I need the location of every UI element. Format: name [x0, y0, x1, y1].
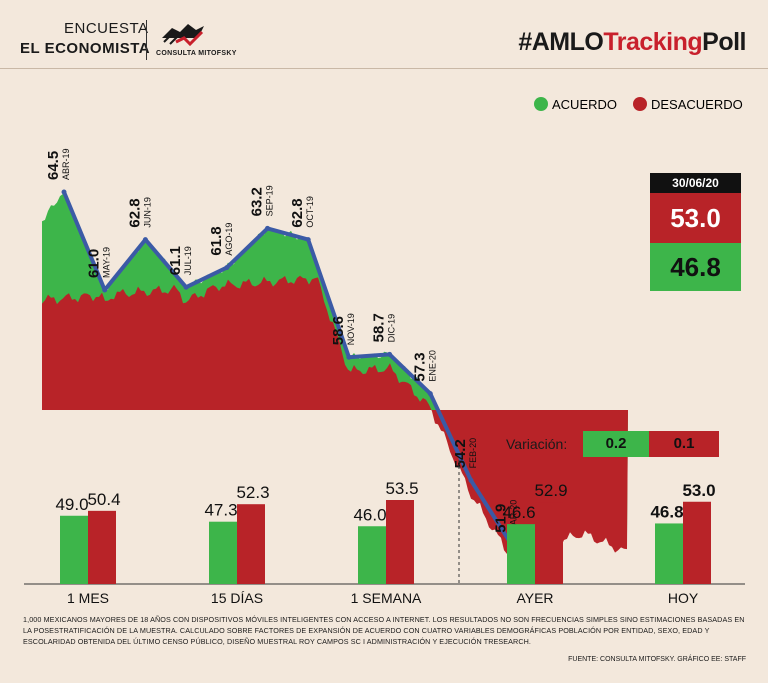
hashtag-prefix: #AMLO [518, 28, 604, 56]
bar-desacuerdo [683, 501, 711, 584]
trend-month-label: FEB-20 [468, 438, 478, 469]
source-note: Fuente: Consulta Mitofsky. Gráfico EE: S… [568, 656, 746, 663]
trend-value-label: 62.8 [126, 198, 143, 227]
bar-desacuerdo-label: 53.0 [682, 481, 715, 500]
hashtag-mid: Tracking [603, 28, 703, 56]
trend-month-label: MAR-20 [509, 500, 519, 533]
current-date: 30/06/20 [650, 173, 741, 193]
legend-desacuerdo-label: DESACUERDO [651, 97, 743, 112]
trend-month-label: MAY-19 [102, 247, 112, 278]
bar-acuerdo [209, 521, 237, 584]
trend-month-label: JUN-19 [142, 197, 152, 228]
desacuerdo-area [42, 275, 628, 560]
bar-acuerdo-label: 46.0 [353, 505, 386, 524]
trend-month-label: JUL-19 [183, 246, 193, 275]
bar-acuerdo-label: 46.8 [650, 502, 683, 521]
bar-acuerdo [60, 515, 88, 584]
mitofsky-logo-text: CONSULTA MITOFSKY [156, 50, 237, 57]
variacion-acuerdo: 0.2 [583, 431, 649, 457]
bar-desacuerdo-label: 53.5 [385, 479, 418, 498]
trend-point [468, 477, 474, 483]
bar-category-label: AYER [516, 590, 553, 606]
legend: ACUERDO DESACUERDO [534, 97, 743, 112]
trend-value-label: 61.8 [208, 226, 225, 255]
bar-category-label: 15 DÍAS [211, 590, 263, 606]
area-chart [42, 193, 628, 560]
trend-value-label: 54.2 [452, 439, 469, 468]
trend-point [265, 225, 270, 231]
bar-acuerdo-label: 49.0 [55, 495, 88, 514]
brand-el-economista: EL ECONOMISTA [20, 40, 151, 57]
bar-desacuerdo [386, 500, 414, 584]
trend-month-label: SEP-19 [265, 185, 275, 216]
bar-desacuerdo-label: 52.9 [534, 481, 567, 500]
brand-encuesta: ENCUESTA [64, 20, 149, 37]
trend-value-label: 58.7 [371, 313, 388, 342]
mitofsky-logo [162, 24, 204, 47]
legend-desacuerdo-dot [633, 97, 647, 111]
trend-point [183, 284, 189, 290]
legend-acuerdo-label: ACUERDO [552, 97, 617, 112]
acuerdo-trend-line [62, 191, 514, 546]
bar-acuerdo [655, 523, 683, 584]
trend-point [142, 237, 148, 243]
bar-category-label: 1 MES [67, 590, 109, 606]
header-rule [0, 68, 768, 69]
trend-month-label: ENE-20 [427, 350, 437, 382]
variacion-desacuerdo: 0.1 [649, 431, 719, 457]
trend-point [387, 351, 393, 357]
trend-point [346, 354, 352, 360]
bar-chart: 49.050.4 1 MES 47.352.3 15 DÍAS 46.0 53.5 1 SE… [24, 460, 745, 606]
bar-desacuerdo [535, 502, 563, 584]
trend-point [102, 287, 108, 293]
trend-value-label: 57.3 [411, 352, 428, 381]
current-desacuerdo: 53.0 [650, 193, 741, 243]
legend-acuerdo-dot [534, 97, 548, 111]
bar-acuerdo [358, 526, 386, 584]
trend-point [427, 391, 433, 397]
header-divider [146, 20, 147, 60]
trend-value-label: 64.5 [45, 151, 62, 180]
trend-value-label: 62.8 [289, 198, 306, 227]
trend-month-label: DIC-19 [387, 314, 397, 343]
bar-acuerdo [507, 524, 535, 584]
bar-desacuerdo-label: 52.3 [236, 483, 269, 502]
bar-acuerdo-label: 47.3 [204, 501, 237, 520]
trend-month-label: ABR-19 [61, 148, 71, 180]
trend-point [224, 265, 230, 271]
trend-value-label: 58.6 [330, 316, 347, 345]
trend-value-label: 51.9 [493, 504, 510, 533]
trend-point [61, 189, 67, 195]
hashtag-title: #AMLOTrackingPoll [518, 28, 746, 57]
trend-month-label: AGO-19 [224, 223, 234, 256]
trend-value-label: 61.0 [86, 249, 103, 278]
methodology-footnote: 1,000 mexicanos mayores de 18 años con d… [23, 615, 745, 646]
trend-value-label: 61.1 [167, 246, 184, 275]
bar-category-label: 1 SEMANA [351, 590, 422, 606]
trend-month-label: NOV-19 [346, 313, 356, 345]
hashtag-suffix: Poll [702, 28, 746, 56]
trend-month-label: OCT-19 [305, 196, 315, 228]
bar-desacuerdo-label: 50.4 [87, 490, 120, 509]
bar-acuerdo-label: 46.6 [502, 503, 535, 522]
variacion-label: Variación: [506, 436, 568, 452]
trend-value-label: 63.2 [249, 187, 266, 216]
bar-desacuerdo [88, 510, 116, 584]
trend-point [305, 237, 311, 243]
bar-desacuerdo [237, 504, 265, 584]
current-acuerdo: 46.8 [650, 243, 741, 291]
bar-category-label: HOY [668, 590, 699, 606]
